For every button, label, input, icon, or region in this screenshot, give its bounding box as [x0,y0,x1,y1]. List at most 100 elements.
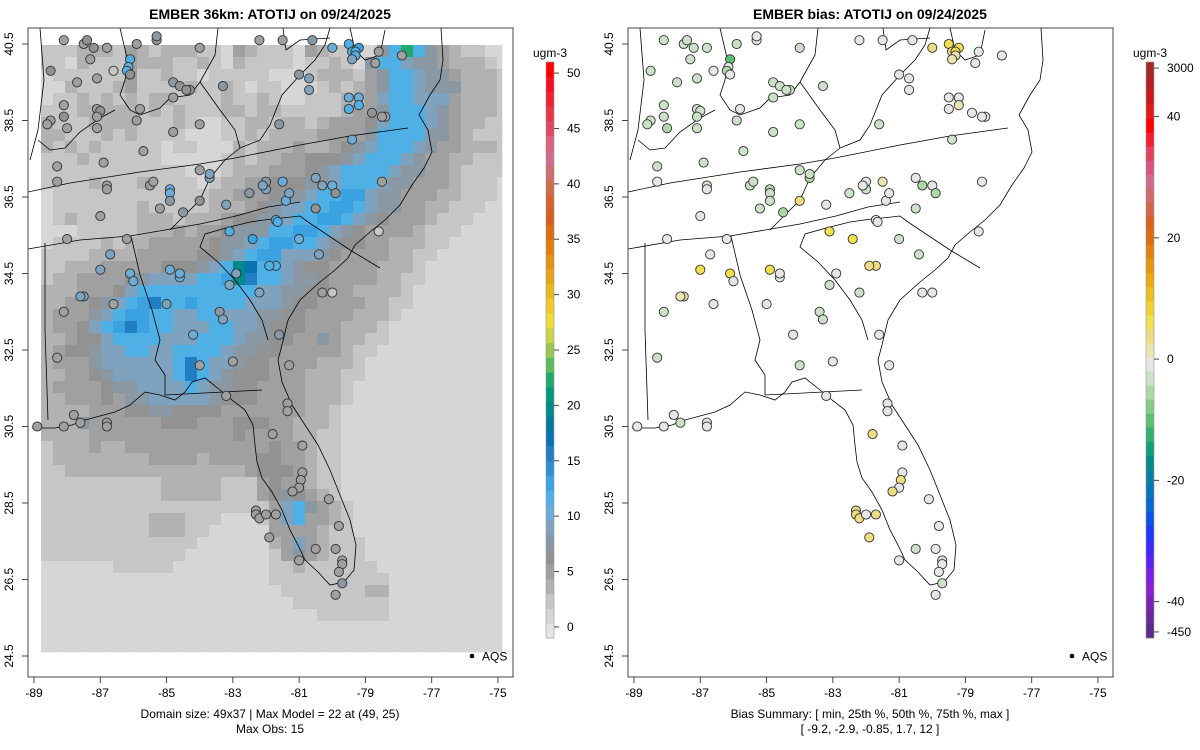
grid-cell [53,285,66,298]
grid-cell [437,153,450,166]
grid-cell [137,237,150,250]
grid-cell [101,537,114,550]
grid-cell [233,609,246,622]
grid-cell [281,69,294,82]
monitor-site [274,119,285,130]
grid-cell [461,105,474,118]
colorbar-swatch [1146,441,1154,456]
grid-cell [377,621,390,634]
grid-cell [281,57,294,70]
grid-cell [485,249,498,262]
grid-cell [389,513,402,526]
right-plot-title: EMBER bias: ATOTIJ on 09/24/2025 [753,6,987,22]
grid-cell [281,417,294,430]
grid-cell [305,561,318,574]
grid-cell [293,273,306,286]
grid-cell [245,489,258,502]
grid-cell [497,189,503,202]
grid-cell [425,189,438,202]
monitor-site [847,234,858,245]
grid-cell [389,309,402,322]
monitor-site [333,520,344,532]
y-tick-label: 24.5 [602,644,616,668]
monitor-site [347,54,358,65]
grid-cell [449,165,462,178]
grid-cell [473,297,486,310]
y-tick-label: 30.5 [2,414,16,438]
bias-summary-values: [ -9.2, -2.9, -0.85, 1.7, 12 ] [800,722,940,736]
grid-cell [305,573,318,586]
monitor-site [277,176,288,187]
grid-cell [377,465,390,478]
grid-cell [161,357,174,370]
monitor-site [698,157,709,168]
monitor-site [313,249,325,260]
grid-cell [317,309,330,322]
grid-cell [425,477,438,490]
monitor-site [973,226,984,237]
grid-cell [425,153,438,166]
colorbar-swatch [546,342,554,358]
grid-cell [341,597,354,610]
grid-cell [185,165,198,178]
colorbar-swatch [1146,553,1154,569]
grid-cell [473,357,486,370]
grid-cell [65,261,78,274]
grid-cell [485,105,498,118]
grid-cell [41,189,54,202]
grid-cell [245,585,258,598]
grid-cell [401,381,414,394]
grid-cell [497,585,503,598]
grid-cell [185,513,198,526]
grid-cell [365,333,378,346]
grid-cell [329,333,342,346]
grid-cell [65,45,78,58]
grid-cell [485,189,498,202]
grid-cell [437,189,450,202]
grid-cell [101,453,114,466]
grid-cell [317,549,330,562]
monitor-site [58,35,69,46]
grid-cell [377,273,390,286]
grid-cell [125,597,138,610]
boundary-line [637,109,716,151]
grid-cell [233,429,246,442]
grid-cell [461,429,474,442]
grid-cell [41,585,54,598]
grid-cell [233,321,246,334]
grid-cell [113,513,126,526]
grid-cell [377,417,390,430]
grid-cell [65,249,78,262]
colorbar-unit: ugm-3 [1133,46,1167,60]
grid-cell [89,285,102,298]
grid-cell [149,501,162,514]
monitor-site [794,195,805,206]
grid-cell [269,129,282,142]
legend-marker [1069,653,1075,659]
grid-cell [425,369,438,382]
grid-cell [77,573,90,586]
grid-cell [353,369,366,382]
monitor-site [42,119,53,130]
grid-cell [257,237,270,250]
grid-cell [185,405,198,418]
grid-cell [449,261,462,274]
monitor-site [804,168,815,180]
grid-cell [245,297,258,310]
grid-cell [317,633,330,646]
grid-cell [149,141,162,154]
grid-cell [401,393,414,406]
grid-cell [53,45,66,58]
grid-cell [53,489,66,502]
grid-cell [341,585,354,598]
grid-cell [437,237,450,250]
grid-cell [341,237,354,250]
grid-cell [65,537,78,550]
grid-cell [53,273,66,286]
grid-cell [353,417,366,430]
grid-cell [149,597,162,610]
grid-cell [413,609,426,622]
grid-cell [185,285,198,298]
grid-cell [449,597,462,610]
grid-cell [101,477,114,490]
